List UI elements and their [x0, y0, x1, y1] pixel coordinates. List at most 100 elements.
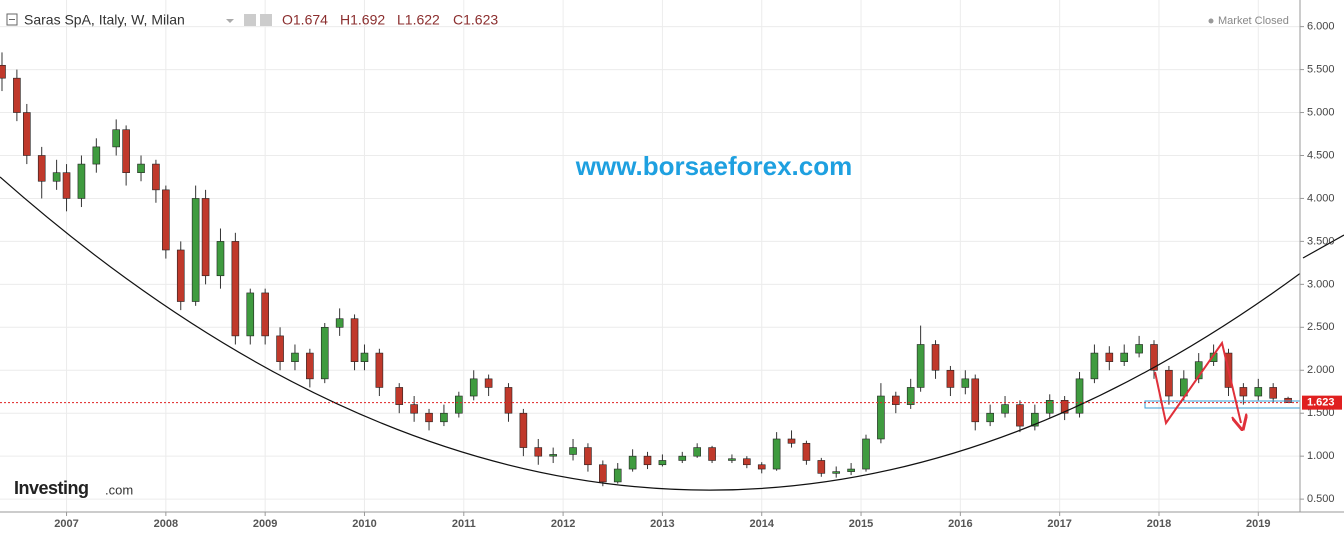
candle-body — [201, 198, 210, 277]
candle-body — [112, 129, 120, 148]
candle-body — [728, 458, 736, 461]
x-tick-label: 2016 — [948, 518, 972, 530]
candle-body — [772, 438, 781, 470]
candle-body — [37, 155, 46, 182]
collapse-icon[interactable] — [6, 13, 18, 26]
candle-body — [484, 378, 493, 388]
candle-body — [216, 241, 225, 277]
watermark: www.borsaeforex.com — [575, 151, 852, 181]
candle-body — [802, 442, 811, 461]
candle-body — [440, 412, 448, 423]
chart-title[interactable]: Saras SpA, Italy, W, Milan — [24, 12, 185, 28]
candle-body — [176, 249, 185, 302]
trend-curve-tail — [1302, 234, 1344, 259]
candle-body — [77, 163, 86, 199]
candle-body — [1090, 352, 1099, 380]
candle-body — [276, 335, 284, 362]
candle-body — [1060, 400, 1069, 414]
settings-icon[interactable] — [244, 14, 256, 26]
candle-body — [1239, 387, 1248, 397]
candle-body — [986, 412, 994, 423]
candle-body — [549, 454, 557, 457]
candle-body — [335, 318, 344, 328]
y-tick-label: 3.500 — [1307, 235, 1335, 247]
logo-suffix: .com — [105, 482, 133, 497]
candle-body — [584, 447, 592, 466]
dropdown-caret[interactable] — [226, 19, 234, 23]
candle-body — [862, 438, 870, 470]
candle-body — [320, 327, 329, 380]
candle-body — [410, 404, 418, 414]
candle-body — [13, 77, 21, 113]
candle-body — [23, 112, 31, 156]
candle-body — [504, 387, 513, 414]
candle-body — [693, 447, 701, 457]
x-tick-label: 2008 — [154, 518, 178, 530]
candles — [0, 52, 1292, 487]
candle-body — [971, 378, 980, 423]
candle-body — [519, 412, 528, 448]
candle-body — [1075, 378, 1084, 414]
y-tick-label: 3.000 — [1307, 278, 1335, 290]
x-tick-label: 2019 — [1246, 518, 1270, 530]
candle-body — [137, 163, 145, 173]
candle-body — [425, 412, 433, 423]
candle-body — [350, 318, 359, 362]
candle-body — [931, 344, 940, 371]
candle-body — [122, 129, 130, 173]
pattern-arrow — [1154, 340, 1241, 423]
candle-body — [613, 468, 622, 483]
candle-body — [1105, 352, 1114, 362]
ohlc-high: H1.692 — [340, 12, 385, 28]
candle-body — [291, 352, 299, 362]
candle-body — [162, 189, 170, 251]
candle-body — [743, 458, 751, 466]
trend-curve — [0, 176, 1300, 491]
candle-body — [62, 172, 71, 199]
candle-body — [0, 64, 6, 79]
candle-body — [961, 378, 970, 388]
candle-body — [92, 146, 101, 165]
candle-body — [534, 447, 543, 457]
market-status: Market Closed — [1218, 15, 1289, 27]
candle-body — [261, 292, 269, 337]
x-tick-label: 2013 — [650, 518, 674, 530]
candle-body — [847, 468, 855, 472]
candle-body — [787, 438, 796, 444]
candle-body — [1135, 344, 1143, 354]
ohlc-close: C1.623 — [453, 12, 498, 28]
y-tick-label: 1.500 — [1307, 407, 1335, 419]
settings-icon[interactable] — [260, 14, 272, 26]
ohlc-low: L1.622 — [397, 12, 440, 28]
candle-body — [658, 460, 667, 466]
candle-body — [1016, 404, 1024, 427]
candle-body — [360, 352, 369, 362]
x-tick-label: 2014 — [749, 518, 774, 530]
candle-body — [1150, 344, 1158, 371]
candle-body — [891, 395, 900, 405]
candle-body — [455, 395, 463, 414]
support-box — [1144, 400, 1301, 409]
x-tick-label: 2012 — [551, 518, 575, 530]
y-tick-label: 5.500 — [1307, 63, 1335, 75]
candle-body — [152, 163, 160, 191]
last-price-tag — [1302, 395, 1342, 410]
candle-body — [1120, 352, 1129, 362]
candle-body — [246, 292, 255, 337]
x-tick-label: 2009 — [253, 518, 277, 530]
x-tick-label: 2018 — [1147, 518, 1171, 530]
candle-body — [817, 460, 826, 474]
candle-body — [877, 395, 885, 440]
y-tick-label: 1.000 — [1307, 450, 1335, 462]
candle-body — [191, 198, 200, 302]
candle-body — [757, 464, 766, 470]
candle-body — [678, 455, 687, 461]
candle-body — [306, 352, 314, 380]
y-tick-label: 2.500 — [1307, 321, 1335, 333]
candle-body — [1045, 400, 1054, 414]
x-tick-label: 2010 — [352, 518, 376, 530]
x-tick-label: 2007 — [54, 518, 78, 530]
candle-body — [1165, 369, 1173, 397]
